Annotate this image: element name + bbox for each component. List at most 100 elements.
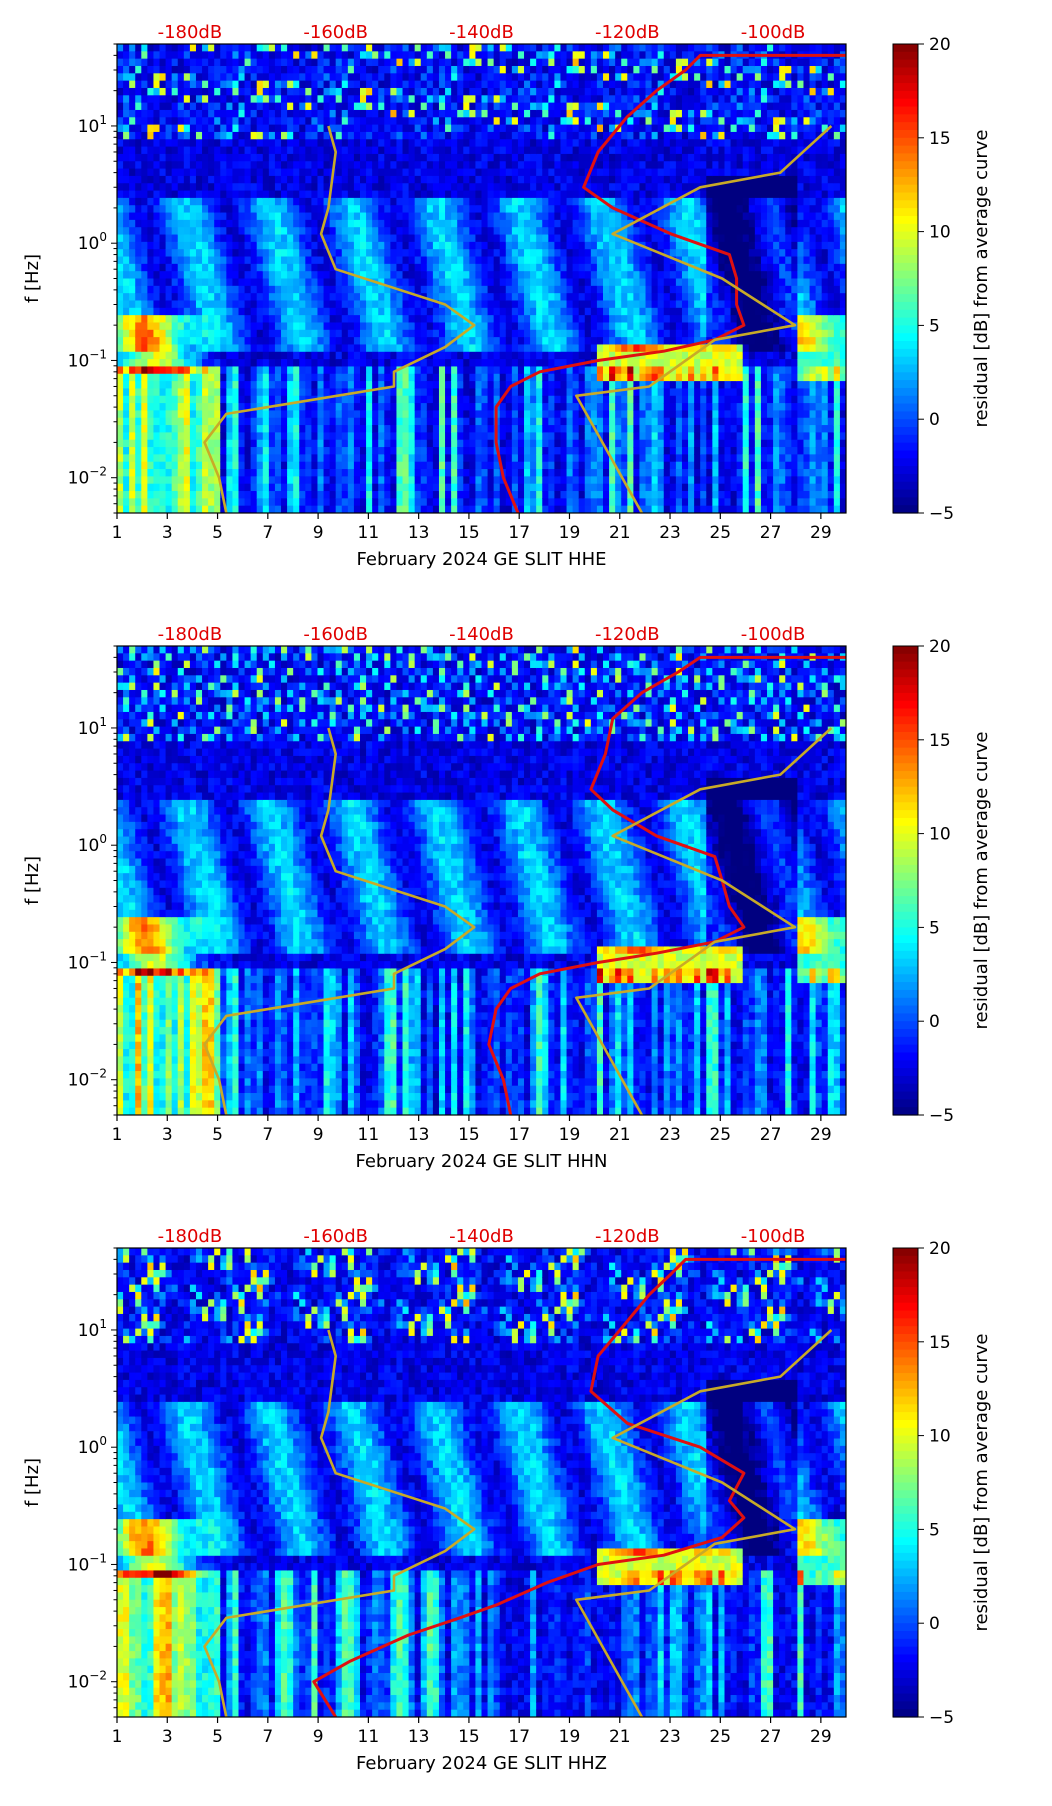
x-tick-label: 23 [659, 523, 681, 543]
colorbar-tick-label: 20 [929, 35, 951, 55]
x-tick-label: 5 [212, 1125, 223, 1145]
x-tick-label: 13 [408, 1125, 430, 1145]
x-tick-label: 17 [508, 1125, 530, 1145]
x-axis: 1 3 5 7 9 11 13 15 17 19 21 23 25 27 29 [112, 1115, 832, 1145]
y-axis-title: f [Hz] [22, 254, 43, 303]
x-tick-label: 25 [709, 1125, 731, 1145]
colorbar-tick-label: 20 [929, 637, 951, 657]
db-label: -120dB [595, 624, 660, 645]
x-tick-label: 7 [262, 1125, 273, 1145]
x-axis: 1 3 5 7 9 11 13 15 17 19 21 23 25 27 29 [112, 1717, 832, 1747]
db-label: -140dB [449, 1226, 514, 1247]
colorbar: 20 15 10 5 0 −5 [892, 637, 954, 1126]
x-tick-label: 17 [508, 1727, 530, 1747]
y-tick-label: 10−2 [68, 1067, 107, 1091]
colorbar-tick-label: 15 [929, 731, 951, 751]
average-psd-curve [494, 53, 846, 513]
x-tick-label: 23 [659, 1125, 681, 1145]
upper-model-curve [575, 727, 833, 1115]
db-axis: -180dB -160dB -140dB -120dB -100dB [158, 1226, 806, 1247]
colorbar-tick-label: 15 [929, 1333, 951, 1353]
x-tick-label: 11 [358, 1727, 380, 1747]
x-tick-label: 29 [810, 1125, 832, 1145]
x-tick-label: 9 [313, 523, 324, 543]
curve-group [203, 655, 846, 1115]
x-tick-label: 21 [609, 1727, 631, 1747]
db-label: -100dB [741, 1226, 806, 1247]
db-label: -100dB [741, 22, 806, 43]
colorbar-tick-label: 5 [929, 316, 940, 336]
x-tick-label: 25 [709, 1727, 731, 1747]
db-label: -180dB [158, 1226, 223, 1247]
x-tick-label: 11 [358, 1125, 380, 1145]
x-tick-label: 9 [313, 1727, 324, 1747]
colorbar-title: residual [dB] from average curve [971, 1333, 992, 1631]
y-axis: 101 100 10−1 10−2 [68, 1247, 117, 1718]
colorbar-tick-label: 10 [929, 1427, 951, 1447]
x-tick-label: 17 [508, 523, 530, 543]
y-tick-label: 101 [78, 715, 107, 739]
db-label: -120dB [595, 22, 660, 43]
x-tick-label: 21 [609, 1125, 631, 1145]
db-label: -140dB [449, 624, 514, 645]
db-label: -160dB [303, 22, 368, 43]
spectrogram-heatmap [117, 44, 846, 513]
y-tick-label: 10−1 [68, 347, 107, 371]
model-reference-curve [203, 727, 476, 1115]
db-label: -140dB [449, 22, 514, 43]
db-label: -160dB [303, 624, 368, 645]
y-tick-label: 10−2 [68, 465, 107, 489]
y-axis-title: f [Hz] [22, 1458, 43, 1507]
colorbar-tick-label: 0 [929, 1614, 940, 1634]
y-axis-title: f [Hz] [22, 856, 43, 905]
curve-group [203, 53, 846, 513]
x-tick-label: 29 [810, 523, 832, 543]
x-tick-label: 19 [559, 523, 581, 543]
colorbar-tick-label: 0 [929, 1012, 940, 1032]
y-axis: 101 100 10−1 10−2 [68, 43, 117, 514]
colorbar-tick-label: 20 [929, 1239, 951, 1259]
colorbar-tick-label: 10 [929, 825, 951, 845]
x-tick-label: 15 [458, 523, 480, 543]
x-tick-label: 21 [609, 523, 631, 543]
x-tick-label: 29 [810, 1727, 832, 1747]
colorbar-tick-label: 0 [929, 410, 940, 430]
upper-model-curve [575, 125, 833, 513]
x-tick-label: 27 [760, 1125, 782, 1145]
x-axis-title: February 2024 GE SLIT HHZ [356, 1753, 607, 1774]
colorbar-title: residual [dB] from average curve [971, 731, 992, 1029]
y-tick-label: 10−1 [68, 1551, 107, 1575]
colorbar-tick-label: −5 [929, 1708, 954, 1728]
x-tick-label: 13 [408, 1727, 430, 1747]
average-psd-curve [487, 655, 846, 1115]
y-axis: 101 100 10−1 10−2 [68, 645, 117, 1116]
x-tick-label: 1 [112, 523, 123, 543]
colorbar: 20 15 10 5 0 −5 [892, 1239, 954, 1728]
db-label: -120dB [595, 1226, 660, 1247]
colorbar-tick-label: 10 [929, 223, 951, 243]
x-tick-label: 11 [358, 523, 380, 543]
db-label: -180dB [158, 624, 223, 645]
upper-model-curve [575, 1329, 833, 1717]
colorbar-tick-label: 5 [929, 918, 940, 938]
y-tick-label: 100 [78, 832, 107, 856]
x-tick-label: 19 [559, 1727, 581, 1747]
y-tick-label: 10−2 [68, 1669, 107, 1693]
x-tick-label: 3 [162, 1727, 173, 1747]
x-tick-label: 27 [760, 523, 782, 543]
y-tick-label: 10−1 [68, 949, 107, 973]
x-tick-label: 15 [458, 1727, 480, 1747]
db-axis: -180dB -160dB -140dB -120dB -100dB [158, 22, 806, 43]
model-reference-curve [203, 1329, 476, 1717]
average-psd-curve [312, 1257, 846, 1717]
y-tick-label: 100 [78, 1434, 107, 1458]
x-tick-label: 1 [112, 1125, 123, 1145]
colorbar-title: residual [dB] from average curve [971, 129, 992, 427]
x-tick-label: 15 [458, 1125, 480, 1145]
colorbar-tick-label: −5 [929, 504, 954, 524]
x-axis-title: February 2024 GE SLIT HHN [355, 1151, 607, 1172]
colorbar: 20 15 10 5 0 −5 [892, 35, 954, 524]
db-axis: -180dB -160dB -140dB -120dB -100dB [158, 624, 806, 645]
